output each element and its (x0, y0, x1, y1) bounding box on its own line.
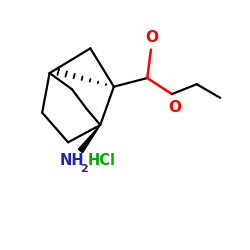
Text: O: O (146, 30, 159, 45)
Polygon shape (78, 125, 100, 152)
Text: HCl: HCl (88, 153, 116, 168)
Text: 2: 2 (80, 164, 88, 174)
Text: NH: NH (60, 153, 84, 168)
Text: O: O (168, 100, 181, 114)
